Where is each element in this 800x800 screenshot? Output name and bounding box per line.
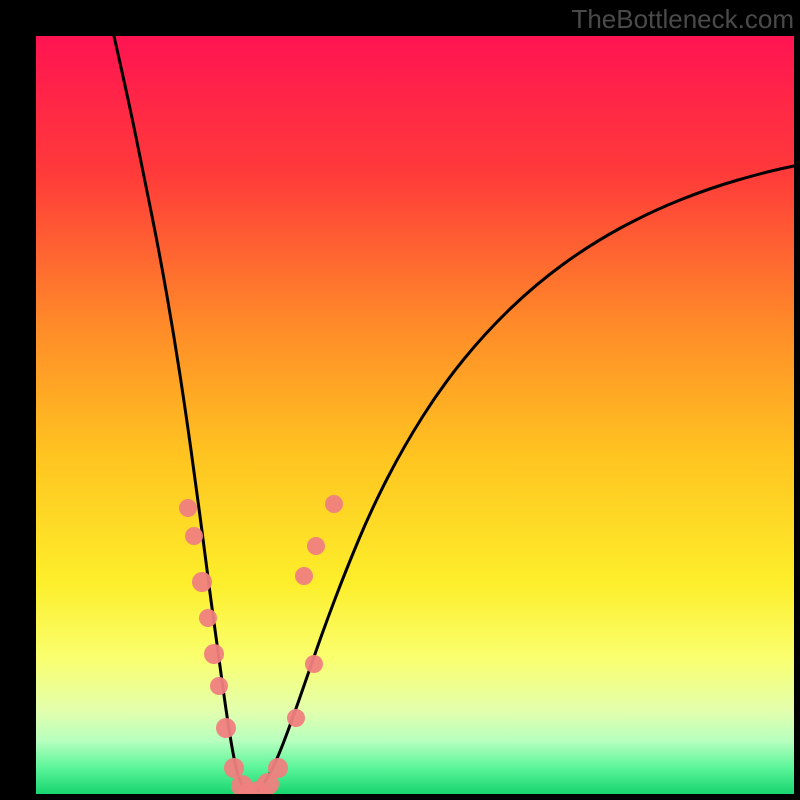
data-point bbox=[210, 677, 228, 695]
data-point bbox=[307, 537, 325, 555]
chart-frame: TheBottleneck.com bbox=[0, 0, 800, 800]
data-point bbox=[287, 709, 305, 727]
data-point bbox=[179, 499, 197, 517]
curve-left-branch bbox=[114, 36, 252, 794]
plot-area bbox=[36, 36, 794, 794]
data-point bbox=[268, 758, 288, 778]
bottleneck-curve bbox=[36, 36, 794, 794]
data-point bbox=[325, 495, 343, 513]
data-point bbox=[192, 572, 212, 592]
data-point bbox=[204, 644, 224, 664]
data-point bbox=[216, 718, 236, 738]
data-point bbox=[295, 567, 313, 585]
data-point bbox=[224, 758, 244, 778]
data-point bbox=[305, 655, 323, 673]
curve-right-branch bbox=[252, 166, 794, 794]
data-point bbox=[199, 609, 217, 627]
data-point bbox=[185, 527, 203, 545]
watermark-text: TheBottleneck.com bbox=[571, 4, 794, 35]
